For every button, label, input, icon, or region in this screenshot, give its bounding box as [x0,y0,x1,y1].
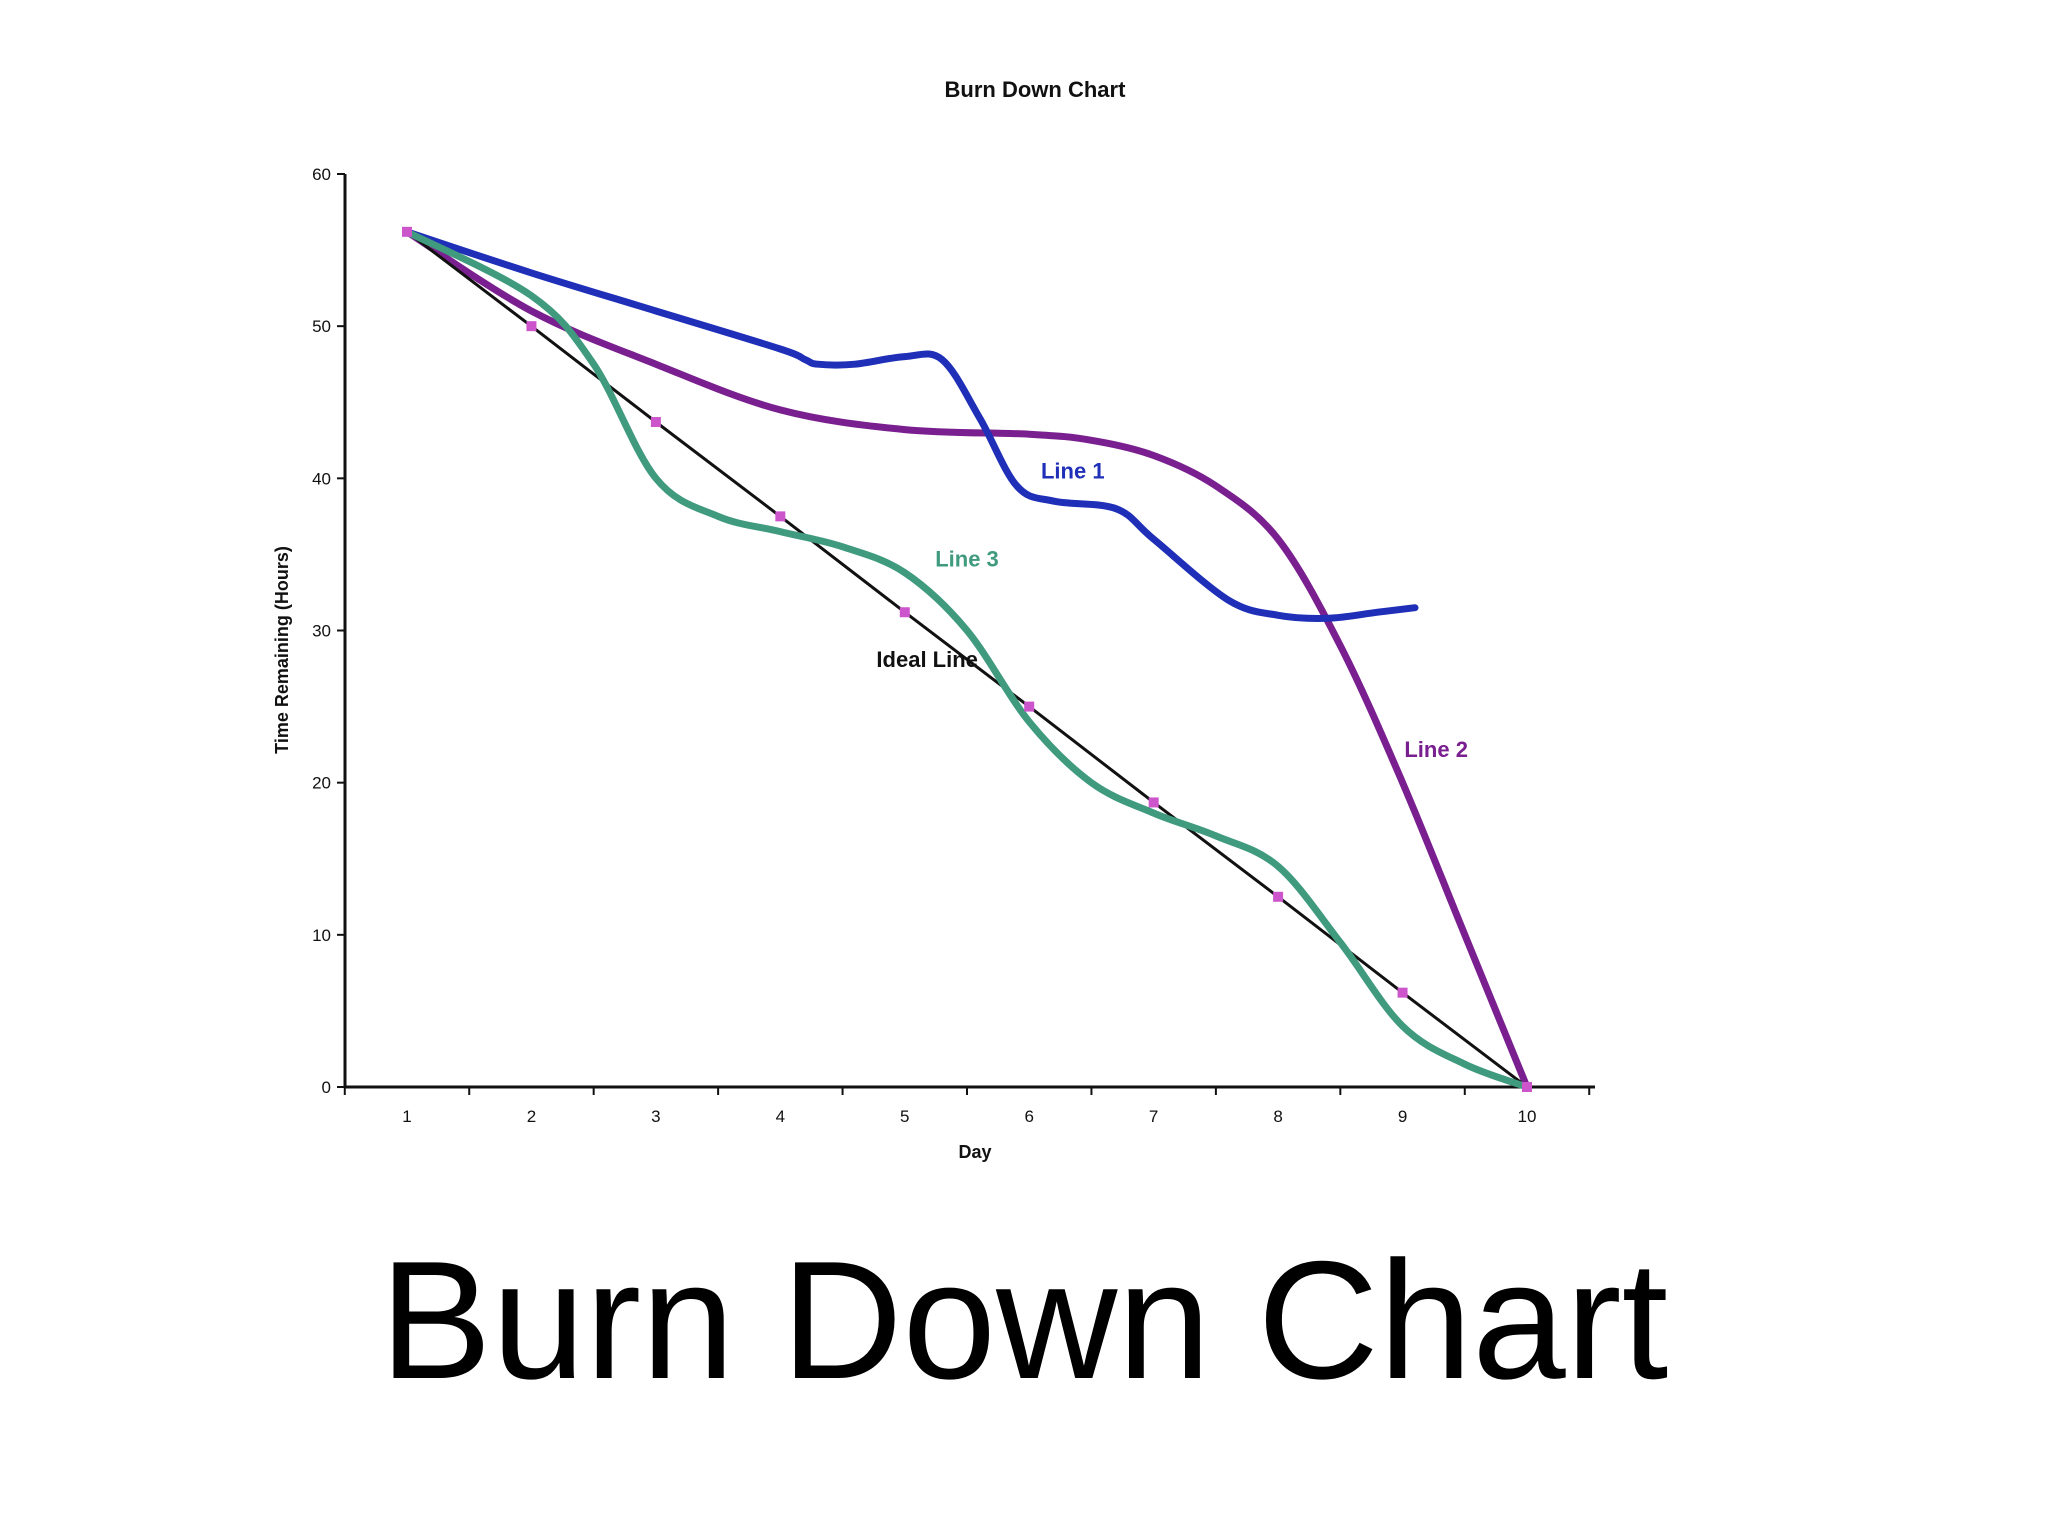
y-tick-label: 0 [322,1078,331,1097]
x-tick-label: 7 [1149,1107,1158,1126]
ideal-line-marker [1397,987,1408,998]
ideal-line-marker [402,226,412,237]
x-tick-label: 5 [900,1107,909,1126]
ideal-line-marker [1273,891,1284,902]
ideal-line-marker [1522,1082,1532,1092]
ideal-line-marker [1024,701,1035,712]
series-line-1 [403,228,1419,622]
x-tick-label: 3 [651,1107,660,1126]
y-tick-label: 40 [312,469,331,488]
y-tick-label: 60 [312,165,331,184]
x-axis-label: Day [958,1142,991,1162]
y-tick-label: 20 [312,774,331,793]
x-tick-label: 8 [1273,1107,1282,1126]
x-tick-label: 1 [402,1107,411,1126]
slide-title: Burn Down Chart [379,1226,1669,1414]
x-tick-label: 2 [527,1107,536,1126]
y-tick-label: 30 [312,622,331,641]
ideal-line-marker [650,417,661,428]
x-tick-label: 10 [1518,1107,1537,1126]
series-line-3 [403,228,1531,1091]
plot-area: 0 10 20 30 40 50 60 1 2 3 4 5 6 7 8 9 10 Line 1 Line 2 Line… [312,165,1595,1126]
line-label-line-2: Line 2 [1404,737,1468,762]
y-tick-label: 50 [312,317,331,336]
ideal-line-marker [775,511,786,522]
line-label-ideal-line: Ideal Line [876,647,977,672]
chart-title: Burn Down Chart [945,77,1127,102]
ideal-line-marker [1148,797,1159,808]
x-tick-label: 9 [1398,1107,1407,1126]
ideal-line-marker [526,321,537,332]
y-axis-label: Time Remaining (Hours) [272,546,292,754]
line-label-line-3: Line 3 [935,547,999,572]
ideal-line-marker [899,607,910,618]
x-tick-label: 4 [776,1107,785,1126]
series-line-2 [403,228,1531,1091]
x-tick-label: 6 [1024,1107,1033,1126]
line-label-line-1: Line 1 [1041,458,1105,483]
y-tick-label: 10 [312,926,331,945]
